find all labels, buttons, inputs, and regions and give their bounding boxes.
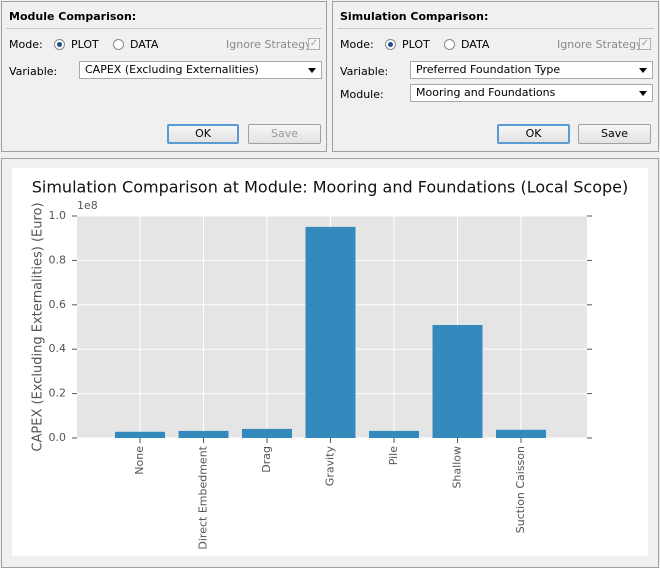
mode-label: Mode: xyxy=(340,38,374,51)
bar xyxy=(305,226,356,438)
panel-title: Module Comparison: xyxy=(9,10,137,23)
checkbox-label: Ignore Strategy xyxy=(557,38,643,51)
bar xyxy=(178,430,229,438)
bar xyxy=(432,325,483,438)
ok-button[interactable]: OK xyxy=(167,124,239,144)
chart-title: Simulation Comparison at Module: Mooring… xyxy=(32,178,629,197)
y-tick-label: 0.4 xyxy=(49,342,67,355)
module-dropdown[interactable]: Mooring and Foundations xyxy=(410,84,653,102)
simulation-panel: Simulation Comparison: Mode: PLOT DATA I… xyxy=(332,1,659,152)
y-axis-label: CAPEX (Excluding Externalities) (Euro) xyxy=(31,202,46,451)
y-tick-label: 1.0 xyxy=(49,209,67,222)
variable-label: Variable: xyxy=(340,65,389,78)
x-tick-label: None xyxy=(133,446,146,475)
x-tick-label: Gravity xyxy=(324,446,337,487)
variable-dropdown[interactable]: CAPEX (Excluding Externalities) xyxy=(79,61,322,79)
radio-data[interactable] xyxy=(444,39,455,50)
bar xyxy=(115,431,165,438)
radio-plot[interactable] xyxy=(54,39,65,50)
checkbox-label: Ignore Strategy xyxy=(226,38,312,51)
variable-dropdown[interactable]: Preferred Foundation Type xyxy=(410,61,653,79)
y-tick-label: 0.8 xyxy=(49,253,67,266)
radio-label[interactable]: PLOT xyxy=(402,38,430,51)
y-tick-label: 0.0 xyxy=(49,431,67,444)
y-tick-label: 0.6 xyxy=(49,298,67,311)
radio-label[interactable]: DATA xyxy=(130,38,159,51)
save-button[interactable]: Save xyxy=(578,124,651,144)
panel-title: Simulation Comparison: xyxy=(340,10,489,23)
x-tick-label: Drag xyxy=(260,446,273,473)
checkbox: ✓ xyxy=(639,38,651,50)
save-button: Save xyxy=(248,124,321,144)
x-tick-label: Pile xyxy=(387,446,400,466)
x-tick-label: Suction Caisson xyxy=(514,446,527,533)
variable-label: Variable: xyxy=(9,65,58,78)
radio-label[interactable]: DATA xyxy=(461,38,490,51)
ok-button[interactable]: OK xyxy=(497,124,570,144)
radio-label[interactable]: PLOT xyxy=(71,38,99,51)
checkbox: ✓ xyxy=(308,38,320,50)
radio-data[interactable] xyxy=(113,39,124,50)
module-label: Module: xyxy=(340,88,384,101)
mode-label: Mode: xyxy=(9,38,43,51)
module-panel: Module Comparison: Mode: PLOT DATA Ignor… xyxy=(1,1,327,152)
x-tick-label: Direct Embedment xyxy=(197,445,210,549)
bar xyxy=(242,428,292,438)
bar xyxy=(496,429,546,438)
axis-offset: 1e8 xyxy=(77,199,98,212)
y-tick-label: 0.2 xyxy=(49,387,67,400)
bar xyxy=(369,430,419,438)
x-tick-label: Shallow xyxy=(451,446,464,489)
radio-plot[interactable] xyxy=(385,39,396,50)
